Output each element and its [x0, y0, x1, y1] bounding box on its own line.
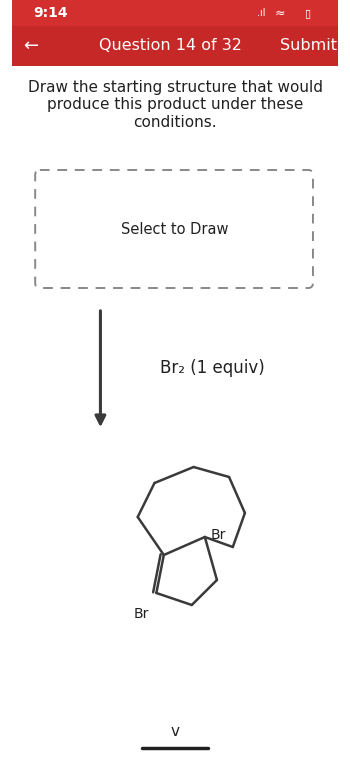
Text: Submit: Submit — [280, 39, 337, 54]
Text: ←: ← — [23, 37, 38, 55]
Text: Question 14 of 32: Question 14 of 32 — [99, 39, 242, 54]
Text: Br: Br — [134, 607, 149, 621]
Text: ▯: ▯ — [305, 8, 312, 18]
Text: 9:14: 9:14 — [34, 6, 68, 20]
Text: ≈: ≈ — [275, 7, 286, 20]
Text: Draw the starting structure that would
produce this product under these
conditio: Draw the starting structure that would p… — [28, 80, 322, 130]
Text: v: v — [170, 725, 180, 740]
Text: Br: Br — [210, 528, 226, 542]
FancyBboxPatch shape — [12, 0, 338, 26]
Text: Br₂ (1 equiv): Br₂ (1 equiv) — [160, 359, 265, 377]
FancyBboxPatch shape — [35, 170, 313, 288]
FancyBboxPatch shape — [12, 26, 338, 66]
Text: Select to Draw: Select to Draw — [121, 221, 229, 236]
Text: .ıl: .ıl — [258, 8, 266, 18]
